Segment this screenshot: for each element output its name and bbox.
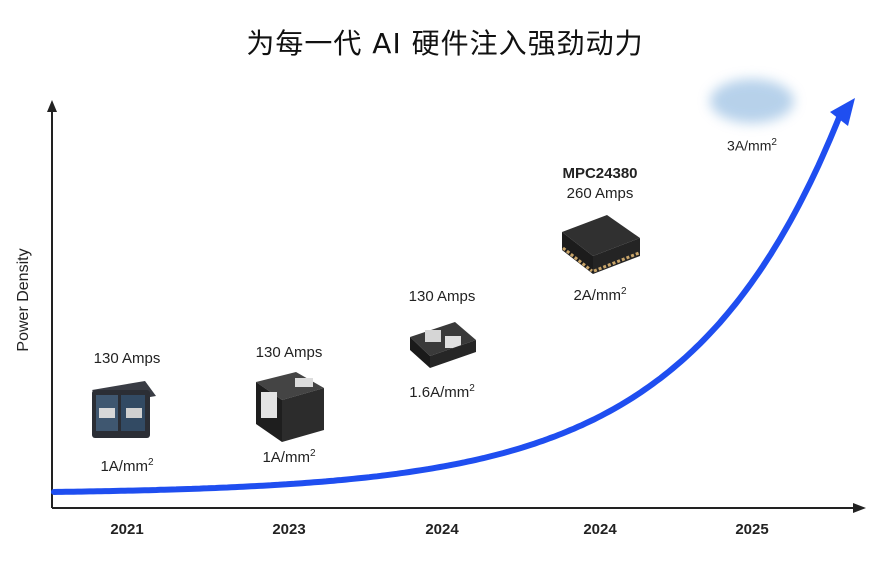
chart-title: 为每一代 AI 硬件注入强劲动力 [246,27,644,60]
current-label-2024b: 260 Amps [566,185,634,202]
x-tick-2: 2024 [425,521,459,538]
product-images [92,215,640,442]
density-label-2025: 3A/mm2 [727,137,777,154]
x-axis-arrow [853,503,866,513]
current-label-2021: 130 Amps [93,350,161,367]
product-image-2024a [410,322,476,368]
product-image-2024b [562,215,640,274]
x-tick-3: 2024 [583,521,617,538]
current-label-2023: 130 Amps [255,344,323,361]
density-label-2021: 1A/mm2 [100,457,154,475]
part-label-2024b: MPC24380 [562,165,638,182]
density-label-2023: 1A/mm2 [262,448,316,466]
curve-layer [51,98,855,495]
blurred-logo [710,79,794,123]
x-tick-4: 2025 [735,521,769,538]
x-tick-1: 2023 [272,521,306,538]
axes [47,100,866,513]
current-label-2024a: 130 Amps [408,288,476,305]
product-image-2023 [256,372,324,442]
y-axis-arrow [47,100,57,112]
product-image-2021 [92,381,156,438]
density-label-2024a: 1.6A/mm2 [409,383,475,401]
curve-arrowhead [830,98,855,126]
x-tick-0: 2021 [110,521,144,538]
power-density-curve [51,107,845,495]
density-label-2024b: 2A/mm2 [573,286,627,304]
